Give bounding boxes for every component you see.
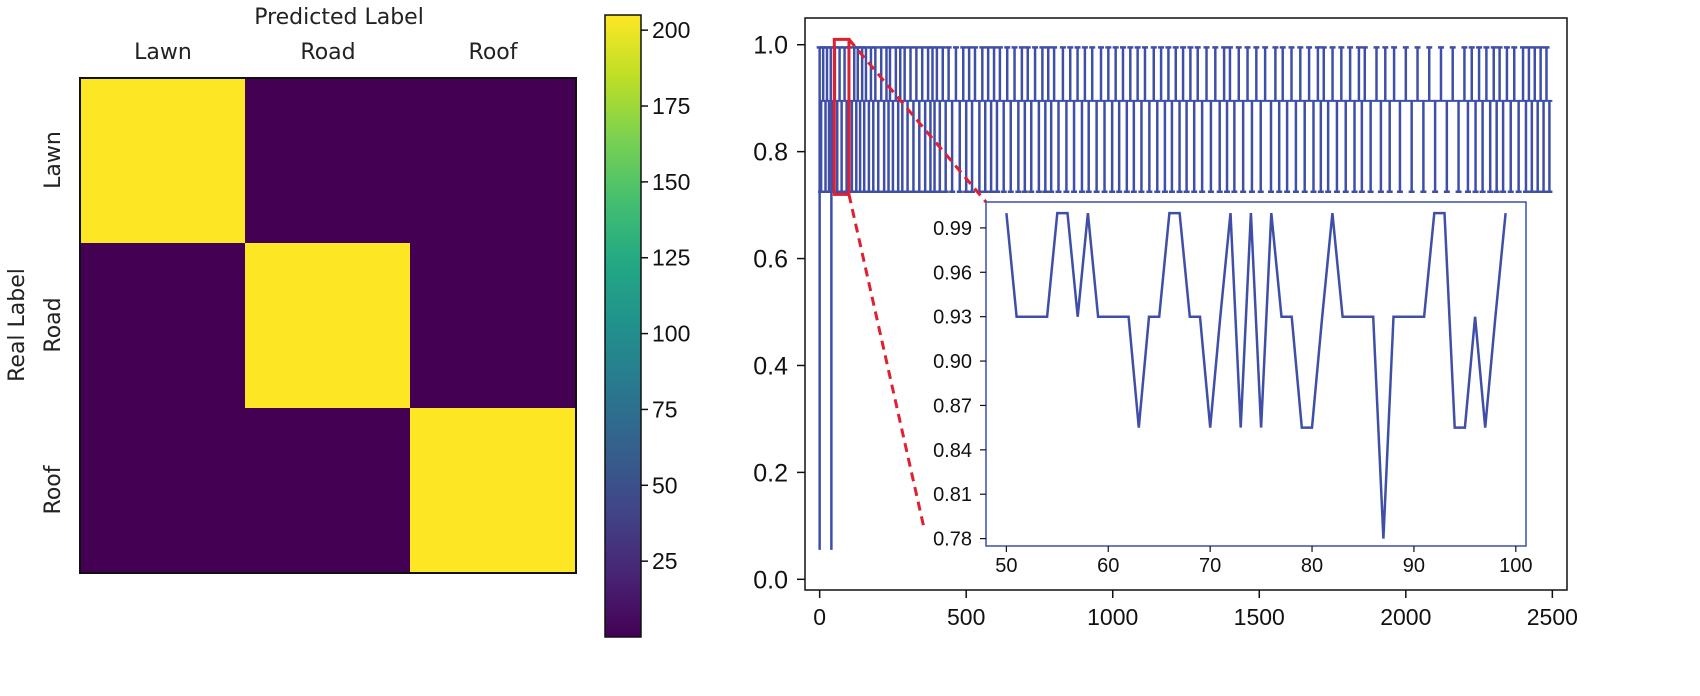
- inset-y-tick-label: 0.96: [933, 262, 972, 284]
- inset-y-tick-label: 0.99: [933, 218, 972, 240]
- inset-x-tick-label: 80: [1301, 555, 1323, 577]
- zoom-box: [832, 37, 851, 196]
- colorbar-tick-label: 50: [652, 472, 678, 498]
- colorbar-tick-label: 150: [652, 169, 690, 195]
- main-ticks: 0 500 1000 1500 2000 2500 0.0 0.2 0.4 0.6 0.8 1.0: [753, 32, 1578, 630]
- cm-col-label-road: Road: [300, 40, 355, 65]
- zoom-connector-bottom: [847, 194, 926, 529]
- main-x-tick-label: 2500: [1527, 604, 1578, 630]
- inset-x-tick-label: 70: [1199, 555, 1221, 577]
- inset-y-tick-label: 0.93: [933, 307, 972, 329]
- cm-cell-1-2: [410, 243, 576, 408]
- main-y-tick-label: 1.0: [753, 32, 788, 60]
- cm-cell-0-2: [410, 78, 576, 243]
- colorbar-ticks: 25 50 75 100 125 150 175 200: [641, 17, 690, 574]
- inset-x-tick-label: 60: [1097, 555, 1119, 577]
- cm-cell-0-1: [245, 78, 410, 243]
- main-x-tick-label: 1000: [1087, 604, 1138, 630]
- cm-cell-0-0: [80, 78, 245, 243]
- inset-x-tick-label: 90: [1403, 555, 1425, 577]
- cm-cells: [80, 78, 576, 573]
- cm-cell-2-2: [410, 408, 576, 573]
- main-y-tick-label: 0.8: [753, 139, 788, 167]
- cm-title: Predicted Label: [254, 5, 424, 30]
- colorbar-tick-label: 200: [652, 17, 690, 43]
- colorbar-tick-label: 175: [652, 93, 690, 119]
- main-x-tick-label: 1500: [1234, 604, 1285, 630]
- inset-y-tick-label: 0.78: [933, 529, 972, 551]
- cm-frame: [79, 77, 577, 574]
- main-y-tick-label: 0.4: [753, 352, 788, 380]
- main-y-tick-label: 0.6: [753, 246, 788, 274]
- colorbar: 25 50 75 100 125 150 175 200: [604, 14, 690, 638]
- cm-row-label-road: Road: [41, 297, 66, 352]
- cm-row-label-roof: Roof: [41, 464, 66, 514]
- main-x-tick-label: 0: [813, 604, 826, 630]
- inset-y-tick-label: 0.81: [933, 484, 972, 506]
- inset-y-tick-label: 0.84: [933, 440, 972, 462]
- main-y-tick-label: 0.0: [753, 566, 788, 594]
- colorbar-tick-label: 75: [652, 396, 678, 422]
- inset-background: [985, 201, 1527, 547]
- cm-cell-2-0: [80, 408, 245, 573]
- cm-cell-2-1: [245, 408, 410, 573]
- main-x-tick-label: 2000: [1380, 604, 1431, 630]
- main-series: [816, 46, 1553, 550]
- inset-x-tick-label: 100: [1499, 555, 1532, 577]
- main-y-tick-label: 0.2: [753, 459, 788, 487]
- zoom-connector-top: [847, 38, 988, 203]
- cm-cell-1-0: [80, 243, 245, 408]
- inset-y-tick-label: 0.87: [933, 395, 972, 417]
- main-frame: [804, 17, 1568, 591]
- zoom-highlight: [832, 37, 988, 529]
- cm-col-label-lawn: Lawn: [134, 40, 192, 65]
- main-x-tick-label: 500: [947, 604, 985, 630]
- inset-x-tick-label: 50: [995, 555, 1017, 577]
- colorbar-tick-label: 100: [652, 321, 690, 347]
- inset-ticks: 50 60 70 80 90 100 0.78 0.81 0.84 0.87 0.90 0.93 0.9…: [933, 218, 1532, 577]
- confusion-matrix: Predicted Label Lawn Road Roof Real Labe…: [5, 5, 577, 574]
- inset-y-tick-label: 0.90: [933, 351, 972, 373]
- cm-cell-1-1: [245, 243, 410, 408]
- inset-line: [1005, 211, 1507, 539]
- inset-chart: 50 60 70 80 90 100 0.78 0.81 0.84 0.87 0.90 0.93 0.9…: [933, 201, 1532, 577]
- colorbar-tick-label: 25: [652, 548, 678, 574]
- cm-col-label-roof: Roof: [469, 40, 519, 65]
- line-chart: 0 500 1000 1500 2000 2500 0.0 0.2 0.4 0.6 0.8 1.0 5…: [753, 17, 1578, 630]
- colorbar-gradient: [604, 14, 642, 638]
- inset-series: [1005, 211, 1507, 539]
- cm-row-label-lawn: Lawn: [41, 131, 66, 189]
- colorbar-tick-label: 125: [652, 245, 690, 271]
- cm-ylabel: Real Label: [5, 268, 30, 382]
